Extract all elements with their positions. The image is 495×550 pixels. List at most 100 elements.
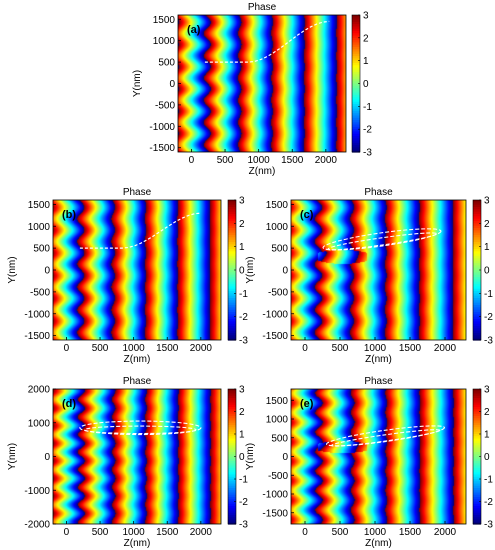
x-tick-label: 1000 — [248, 155, 271, 166]
colorbar-segment — [473, 425, 481, 428]
colorbar-segment — [473, 225, 481, 229]
y-tick-label: 1000 — [153, 36, 176, 47]
colorbar-segment — [473, 402, 481, 406]
colorbar-tick-label: -3 — [363, 148, 372, 159]
colorbar-tick-label: -1 — [239, 475, 248, 486]
colorbar-segment — [228, 438, 236, 442]
colorbar-segment — [352, 120, 360, 123]
colorbar-segment — [473, 323, 481, 327]
colorbar-segment — [228, 519, 236, 523]
colorbar-segment — [473, 207, 481, 210]
colorbar-tick-label: -1 — [484, 475, 493, 486]
phase-heatmap — [178, 15, 346, 152]
colorbar-segment — [473, 284, 481, 287]
colorbar-segment — [473, 316, 481, 320]
colorbar-segment — [352, 147, 360, 151]
colorbar-segment — [228, 207, 236, 210]
colorbar-segment — [473, 449, 481, 453]
y-tick-label: 1500 — [266, 396, 289, 407]
x-tick-label: 500 — [92, 527, 109, 538]
colorbar-segment — [352, 69, 360, 73]
colorbar-segment — [228, 492, 236, 496]
colorbar-segment — [352, 60, 360, 64]
colorbar-segment — [473, 302, 481, 306]
colorbar-segment — [473, 488, 481, 491]
x-tick-label: 0 — [302, 527, 308, 538]
y-axis-label: Y(nm) — [245, 443, 256, 470]
colorbar-segment — [473, 506, 481, 509]
colorbar-segment — [228, 200, 236, 203]
colorbar-segment — [228, 274, 236, 278]
colorbar-segment — [352, 83, 360, 87]
phase-panel-b: Phase (b) 0 500 1000 1500 2000 Z(nm) 1500 1000 500… — [7, 187, 248, 365]
colorbar-segment — [228, 494, 236, 498]
colorbar-segment — [228, 470, 236, 473]
y-tick-label: 1500 — [153, 15, 176, 26]
y-tick-label: 2000 — [28, 385, 51, 396]
colorbar-segment — [473, 274, 481, 278]
colorbar-segment — [473, 447, 481, 451]
colorbar-segment — [473, 209, 481, 213]
colorbar-segment — [473, 492, 481, 496]
colorbar-segment — [473, 515, 481, 518]
x-tick-label: 500 — [332, 527, 349, 538]
x-tick-label: 500 — [332, 343, 349, 354]
colorbar-segment — [352, 88, 360, 91]
colorbar-segment — [473, 235, 481, 238]
colorbar-segment — [473, 237, 481, 241]
colorbar-segment — [228, 497, 236, 500]
obstacle-outline-inner — [327, 232, 438, 251]
colorbar-tick-label: -1 — [484, 289, 493, 300]
colorbar-segment — [352, 140, 360, 144]
panel-label: (d) — [62, 398, 76, 410]
colorbar-tick-label: 0 — [484, 452, 490, 463]
colorbar-segment — [228, 321, 236, 325]
colorbar-segment — [473, 246, 481, 250]
colorbar-tick-label: 0 — [363, 79, 369, 90]
y-tick-label: 500 — [158, 58, 175, 69]
colorbar-segment — [228, 202, 236, 206]
colorbar-segment — [228, 251, 236, 255]
x-tick-label: 0 — [189, 155, 195, 166]
colorbar-segment — [228, 488, 236, 491]
colorbar-segment — [228, 434, 236, 437]
x-tick-label: 1000 — [364, 527, 387, 538]
colorbar-segment — [473, 253, 481, 257]
colorbar-segment — [473, 398, 481, 401]
obstacle-outline-outer — [79, 420, 202, 436]
x-axis-label: Z(nm) — [365, 538, 392, 549]
colorbar-segment — [352, 133, 360, 137]
y-tick-label: 1000 — [28, 222, 51, 233]
colorbar-segment — [473, 497, 481, 500]
colorbar-segment — [473, 288, 481, 292]
y-tick-label: -1500 — [262, 331, 288, 342]
colorbar-segment — [352, 136, 360, 139]
y-tick-label: -500 — [30, 287, 50, 298]
colorbar-segment — [352, 106, 360, 110]
colorbar-segment — [228, 293, 236, 297]
colorbar-tick-label: 1 — [239, 242, 245, 253]
colorbar-segment — [228, 512, 236, 516]
colorbar-segment — [473, 463, 481, 467]
colorbar-segment — [473, 263, 481, 266]
colorbar-segment — [228, 328, 236, 332]
colorbar-segment — [352, 104, 360, 107]
colorbar-tick-label: -2 — [239, 312, 248, 323]
colorbar-segment — [228, 506, 236, 509]
colorbar-segment — [228, 260, 236, 264]
panel-title: Phase — [123, 376, 152, 387]
colorbar-segment — [228, 249, 236, 252]
colorbar-segment — [473, 481, 481, 485]
y-tick-label: 0 — [282, 266, 288, 277]
colorbar-segment — [352, 117, 360, 121]
colorbar-segment — [352, 145, 360, 149]
colorbar-segment — [352, 97, 360, 101]
colorbar-tick-label: -3 — [484, 520, 493, 531]
colorbar-segment — [228, 483, 236, 487]
colorbar-segment — [473, 256, 481, 259]
colorbar-segment — [228, 416, 236, 419]
x-tick-label: 0 — [64, 527, 70, 538]
colorbar-segment — [228, 244, 236, 248]
x-tick-label: 2000 — [190, 343, 213, 354]
colorbar-segment — [228, 400, 236, 404]
